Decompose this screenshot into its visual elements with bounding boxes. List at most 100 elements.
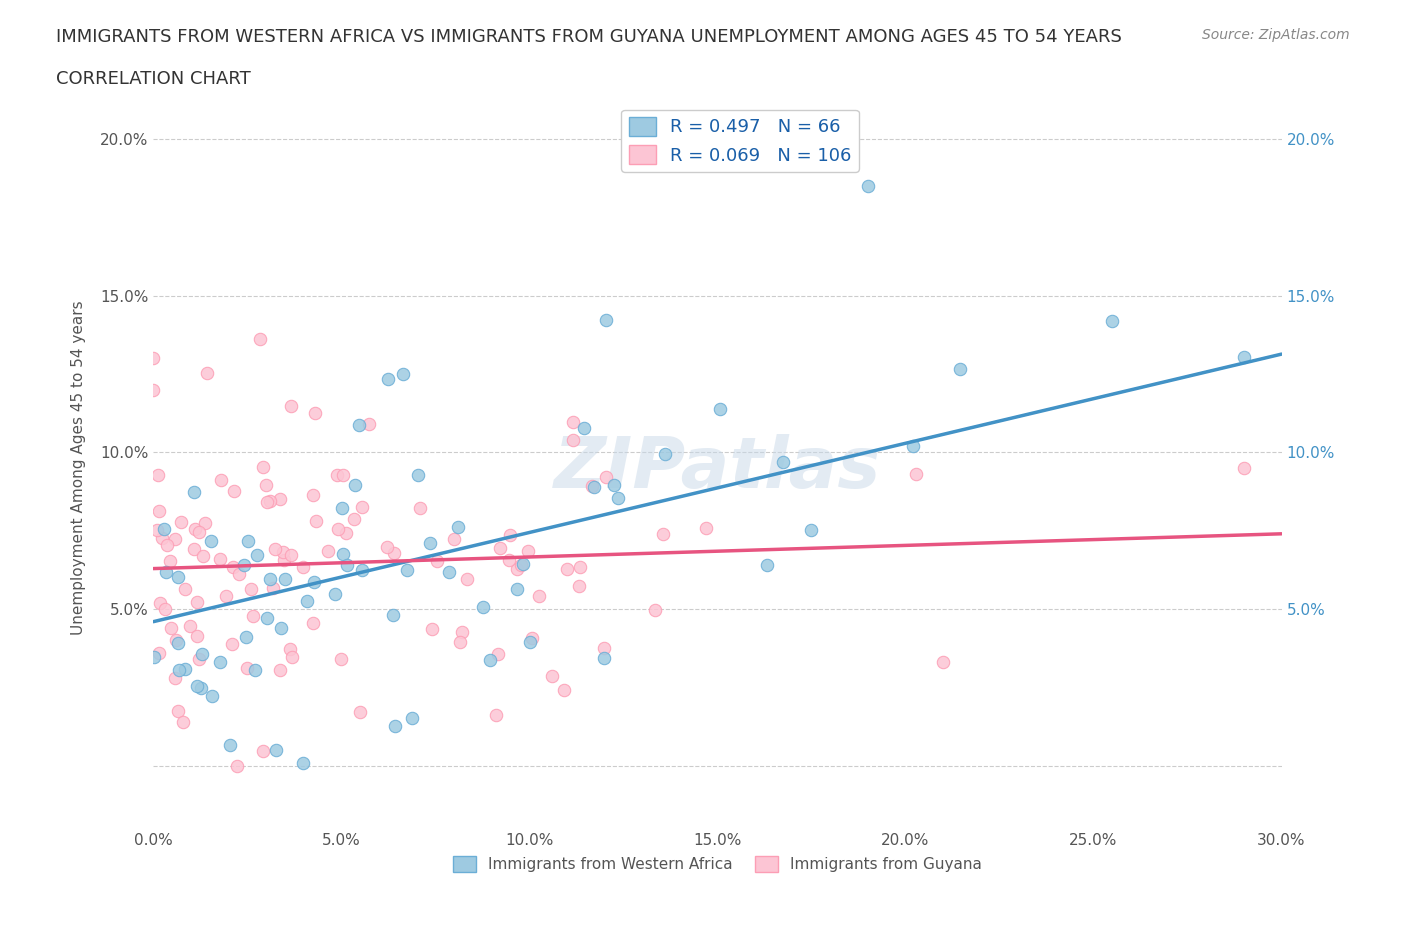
- Point: [167, 570, 190, 585]
- Point: [191, 647, 214, 662]
- Point: [179, 618, 201, 633]
- Point: [302, 616, 325, 631]
- Point: [443, 532, 465, 547]
- Point: [932, 655, 955, 670]
- Point: [246, 548, 269, 563]
- Point: [160, 621, 183, 636]
- Point: [170, 515, 193, 530]
- Point: [352, 563, 374, 578]
- Point: [349, 704, 371, 719]
- Point: [273, 572, 295, 587]
- Point: [142, 382, 165, 397]
- Point: [145, 522, 167, 537]
- Point: [541, 669, 564, 684]
- Point: [336, 557, 359, 572]
- Point: [326, 467, 349, 482]
- Point: [183, 541, 205, 556]
- Point: [143, 649, 166, 664]
- Point: [1233, 460, 1256, 475]
- Point: [401, 711, 423, 725]
- Point: [243, 662, 266, 677]
- Point: [295, 593, 318, 608]
- Point: [242, 608, 264, 623]
- Point: [343, 512, 366, 526]
- Point: [499, 527, 522, 542]
- Point: [381, 608, 404, 623]
- Point: [292, 756, 315, 771]
- Point: [269, 491, 291, 506]
- Point: [949, 362, 972, 377]
- Point: [165, 632, 187, 647]
- Point: [184, 522, 207, 537]
- Point: [581, 479, 603, 494]
- Point: [695, 521, 717, 536]
- Point: [228, 566, 250, 581]
- Point: [235, 629, 257, 644]
- Point: [167, 662, 190, 677]
- Point: [555, 561, 578, 576]
- Point: [222, 484, 245, 498]
- Point: [326, 522, 349, 537]
- Point: [221, 559, 243, 574]
- Point: [856, 179, 879, 193]
- Point: [595, 470, 617, 485]
- Point: [509, 558, 531, 573]
- Point: [281, 649, 304, 664]
- Point: [149, 595, 172, 610]
- Point: [256, 495, 278, 510]
- Point: [280, 399, 302, 414]
- Point: [568, 559, 591, 574]
- Point: [273, 552, 295, 567]
- Point: [498, 552, 520, 567]
- Point: [489, 540, 512, 555]
- Point: [359, 417, 381, 432]
- Point: [259, 572, 281, 587]
- Point: [709, 401, 731, 416]
- Point: [904, 467, 927, 482]
- Y-axis label: Unemployment Among Ages 45 to 54 years: Unemployment Among Ages 45 to 54 years: [72, 300, 86, 635]
- Point: [186, 629, 208, 644]
- Point: [249, 332, 271, 347]
- Point: [382, 545, 405, 560]
- Point: [291, 559, 314, 574]
- Point: [163, 531, 186, 546]
- Point: [266, 742, 288, 757]
- Point: [392, 367, 415, 382]
- Point: [409, 501, 432, 516]
- Text: IMMIGRANTS FROM WESTERN AFRICA VS IMMIGRANTS FROM GUYANA UNEMPLOYMENT AMONG AGES: IMMIGRANTS FROM WESTERN AFRICA VS IMMIGR…: [56, 28, 1122, 46]
- Point: [1233, 350, 1256, 365]
- Point: [271, 544, 294, 559]
- Point: [174, 661, 197, 676]
- Point: [568, 578, 591, 593]
- Point: [166, 635, 188, 650]
- Point: [553, 683, 575, 698]
- Point: [236, 534, 259, 549]
- Point: [209, 472, 232, 487]
- Point: [449, 634, 471, 649]
- Point: [519, 634, 541, 649]
- Point: [450, 625, 472, 640]
- Point: [527, 589, 550, 604]
- Point: [256, 611, 278, 626]
- Point: [330, 500, 353, 515]
- Point: [644, 603, 666, 618]
- Point: [188, 651, 211, 666]
- Point: [148, 504, 170, 519]
- Point: [520, 631, 543, 645]
- Point: [384, 719, 406, 734]
- Point: [197, 365, 219, 380]
- Point: [486, 647, 509, 662]
- Point: [155, 565, 177, 579]
- Point: [173, 582, 195, 597]
- Point: [254, 478, 277, 493]
- Point: [153, 522, 176, 537]
- Point: [167, 704, 190, 719]
- Point: [335, 525, 357, 540]
- Point: [606, 490, 628, 505]
- Point: [437, 565, 460, 579]
- Point: [562, 415, 585, 430]
- Point: [654, 447, 676, 462]
- Point: [201, 688, 224, 703]
- Point: [512, 556, 534, 571]
- Point: [153, 602, 176, 617]
